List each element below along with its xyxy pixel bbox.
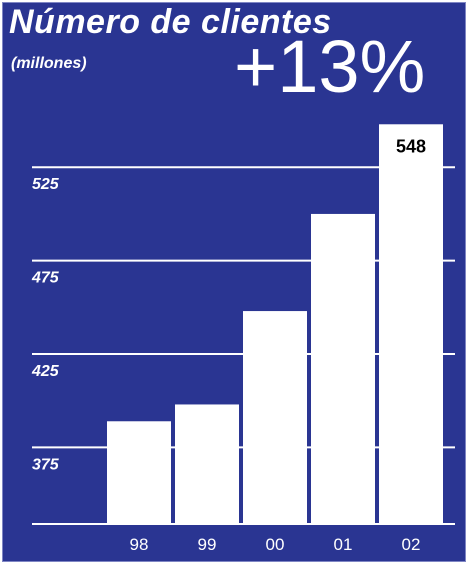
x-tick-label: 99: [198, 535, 217, 554]
bar-00: [243, 311, 307, 524]
y-tick-label: 375: [32, 456, 60, 473]
y-tick-label: 425: [31, 363, 60, 380]
chart-subtitle: (millones): [11, 55, 87, 72]
x-tick-label: 02: [402, 535, 421, 554]
y-tick-label: 475: [31, 270, 60, 287]
x-tick-label: 01: [334, 535, 353, 554]
bar-01: [311, 213, 375, 524]
data-label: 548: [396, 136, 426, 156]
bar-99: [175, 404, 239, 524]
x-tick-label: 00: [266, 535, 285, 554]
chart-title: Número de clientes: [9, 3, 332, 41]
x-tick-label: 98: [130, 535, 149, 554]
bar-98: [107, 421, 171, 524]
bar-02: [379, 124, 443, 525]
growth-label: +13%: [234, 25, 426, 108]
y-tick-label: 525: [32, 176, 60, 193]
